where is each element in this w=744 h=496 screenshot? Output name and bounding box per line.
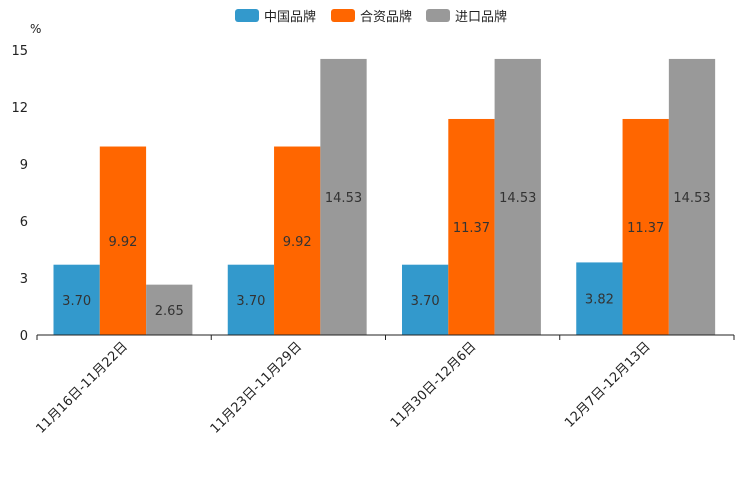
data-label: 3.70 (411, 294, 440, 309)
data-label: 2.65 (155, 304, 184, 319)
bar[interactable] (576, 262, 623, 335)
legend-swatch[interactable] (426, 9, 450, 22)
bar[interactable] (99, 146, 147, 335)
data-label: 9.92 (283, 235, 312, 250)
legend-label[interactable]: 进口品牌 (455, 9, 507, 25)
data-label: 14.53 (673, 191, 710, 206)
data-labels: 3.70 9.92 2.65 3.70 9.92 14.53 3.70 11.37 14.53 3… (62, 191, 710, 319)
data-label: 3.70 (62, 294, 91, 309)
y-tick-label: 9 (20, 158, 28, 173)
y-axis-ticks: 0 3 6 9 12 15 (11, 44, 28, 344)
data-label: 11.37 (453, 221, 490, 236)
bar[interactable] (622, 118, 669, 335)
bar-series (53, 58, 716, 336)
data-label: 3.82 (585, 293, 614, 308)
y-tick-label: 3 (20, 272, 28, 287)
y-tick-label: 15 (11, 44, 28, 59)
legend-label[interactable]: 中国品牌 (264, 9, 316, 25)
data-label: 11.37 (627, 221, 664, 236)
x-category-label: 11月30日-12月6日 (388, 339, 480, 431)
legend: 中国品牌 合资品牌 进口品牌 (235, 9, 507, 25)
bar[interactable] (668, 58, 716, 336)
x-category-label: 11月23日-11月29日 (208, 339, 305, 436)
bar[interactable] (146, 284, 193, 335)
x-axis: 11月16日-11月22日 11月23日-11月29日 11月30日-12月6日 12… (33, 334, 735, 437)
data-label: 14.53 (325, 191, 362, 206)
legend-label[interactable]: 合资品牌 (360, 9, 412, 25)
bar[interactable] (448, 118, 495, 335)
data-label: 3.70 (236, 294, 265, 309)
bar[interactable] (402, 264, 449, 335)
y-axis-unit-label: % (30, 22, 41, 36)
data-label: 9.92 (108, 235, 137, 250)
bar[interactable] (53, 264, 100, 335)
bar[interactable] (494, 58, 541, 336)
y-tick-label: 6 (20, 215, 28, 230)
legend-swatch[interactable] (331, 9, 355, 22)
bar[interactable] (320, 58, 367, 336)
data-label: 14.53 (499, 191, 536, 206)
x-category-label: 11月16日-11月22日 (33, 339, 130, 436)
y-tick-label: 12 (11, 101, 28, 116)
bar[interactable] (227, 264, 275, 335)
legend-swatch[interactable] (235, 9, 259, 22)
y-tick-label: 0 (20, 329, 28, 344)
x-category-label: 12月7日-12月13日 (562, 339, 654, 431)
bar[interactable] (274, 146, 321, 335)
